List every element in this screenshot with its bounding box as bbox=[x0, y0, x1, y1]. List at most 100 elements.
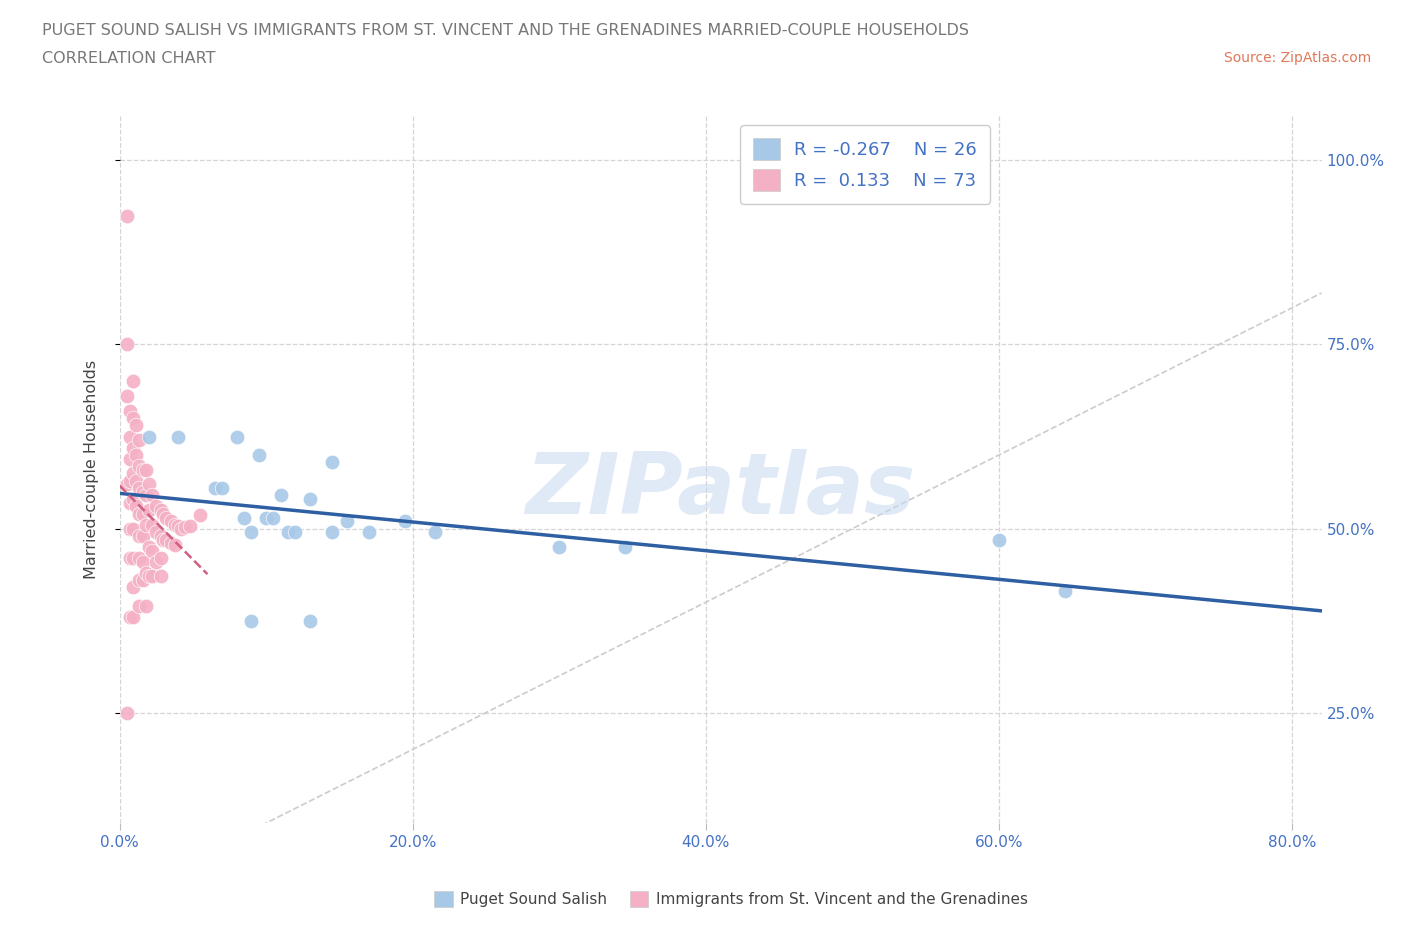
Point bbox=[124, 447, 146, 462]
Point bbox=[247, 447, 270, 462]
Point bbox=[128, 528, 150, 543]
Point bbox=[299, 492, 322, 507]
Point bbox=[132, 462, 155, 477]
Point bbox=[121, 466, 143, 481]
Point bbox=[132, 528, 155, 543]
Point bbox=[121, 492, 143, 507]
Point bbox=[233, 510, 256, 525]
Point bbox=[262, 510, 284, 525]
Point bbox=[299, 613, 322, 628]
Point bbox=[132, 573, 155, 588]
Point bbox=[128, 598, 150, 613]
Point bbox=[165, 517, 187, 532]
Point bbox=[124, 499, 146, 514]
Point bbox=[240, 613, 263, 628]
Point bbox=[115, 477, 138, 492]
Point bbox=[155, 532, 177, 547]
Point bbox=[132, 554, 155, 569]
Point bbox=[138, 429, 160, 444]
Point bbox=[159, 513, 181, 528]
Point bbox=[141, 543, 163, 558]
Point bbox=[254, 510, 277, 525]
Point bbox=[149, 503, 172, 518]
Point bbox=[138, 539, 160, 554]
Text: ZIPatlas: ZIPatlas bbox=[526, 449, 915, 532]
Point bbox=[115, 705, 138, 720]
Point bbox=[240, 525, 263, 539]
Point bbox=[149, 551, 172, 565]
Point bbox=[988, 532, 1011, 547]
Point bbox=[135, 565, 157, 580]
Text: Source: ZipAtlas.com: Source: ZipAtlas.com bbox=[1223, 51, 1371, 65]
Point bbox=[132, 507, 155, 522]
Point bbox=[121, 521, 143, 536]
Point bbox=[225, 429, 247, 444]
Point bbox=[1054, 584, 1077, 599]
Point bbox=[115, 389, 138, 404]
Point bbox=[135, 488, 157, 503]
Point bbox=[115, 208, 138, 223]
Point bbox=[170, 521, 193, 536]
Text: CORRELATION CHART: CORRELATION CHART bbox=[42, 51, 215, 66]
Text: PUGET SOUND SALISH VS IMMIGRANTS FROM ST. VINCENT AND THE GRENADINES MARRIED-COU: PUGET SOUND SALISH VS IMMIGRANTS FROM ST… bbox=[42, 23, 969, 38]
Point bbox=[357, 525, 380, 539]
Point bbox=[188, 508, 211, 523]
Point bbox=[179, 518, 201, 533]
Point bbox=[174, 520, 197, 535]
Point bbox=[128, 432, 150, 447]
Point bbox=[394, 513, 416, 528]
Point bbox=[135, 462, 157, 477]
Point bbox=[614, 539, 637, 554]
Y-axis label: Married-couple Households: Married-couple Households bbox=[84, 360, 98, 579]
Point bbox=[149, 569, 172, 584]
Point bbox=[121, 411, 143, 426]
Point bbox=[128, 458, 150, 473]
Point bbox=[118, 496, 141, 511]
Point bbox=[270, 488, 292, 503]
Point bbox=[128, 507, 150, 522]
Point bbox=[118, 429, 141, 444]
Point bbox=[118, 473, 141, 488]
Legend: Puget Sound Salish, Immigrants from St. Vincent and the Grenadines: Puget Sound Salish, Immigrants from St. … bbox=[427, 884, 1035, 913]
Point bbox=[118, 404, 141, 418]
Point bbox=[132, 485, 155, 499]
Point bbox=[167, 429, 190, 444]
Point bbox=[138, 503, 160, 518]
Point bbox=[204, 481, 226, 496]
Point bbox=[145, 554, 167, 569]
Point bbox=[124, 418, 146, 433]
Point bbox=[548, 539, 571, 554]
Point bbox=[336, 513, 359, 528]
Point bbox=[145, 499, 167, 514]
Point bbox=[128, 551, 150, 565]
Point bbox=[159, 536, 181, 551]
Point bbox=[128, 573, 150, 588]
Point bbox=[211, 481, 233, 496]
Point bbox=[277, 525, 299, 539]
Point bbox=[121, 551, 143, 565]
Point bbox=[141, 517, 163, 532]
Point bbox=[118, 609, 141, 624]
Point bbox=[165, 538, 187, 552]
Point bbox=[118, 451, 141, 466]
Point bbox=[124, 473, 146, 488]
Point bbox=[118, 521, 141, 536]
Point bbox=[141, 569, 163, 584]
Point bbox=[152, 507, 174, 522]
Point bbox=[152, 532, 174, 547]
Point bbox=[149, 528, 172, 543]
Point bbox=[138, 569, 160, 584]
Point bbox=[284, 525, 307, 539]
Point bbox=[135, 598, 157, 613]
Point bbox=[135, 517, 157, 532]
Point bbox=[121, 440, 143, 455]
Legend: R = -0.267    N = 26, R =  0.133    N = 73: R = -0.267 N = 26, R = 0.133 N = 73 bbox=[740, 126, 990, 204]
Point bbox=[121, 609, 143, 624]
Point bbox=[115, 337, 138, 352]
Point bbox=[145, 525, 167, 539]
Point bbox=[321, 455, 343, 470]
Point bbox=[155, 510, 177, 525]
Point bbox=[128, 481, 150, 496]
Point bbox=[321, 525, 343, 539]
Point bbox=[121, 374, 143, 389]
